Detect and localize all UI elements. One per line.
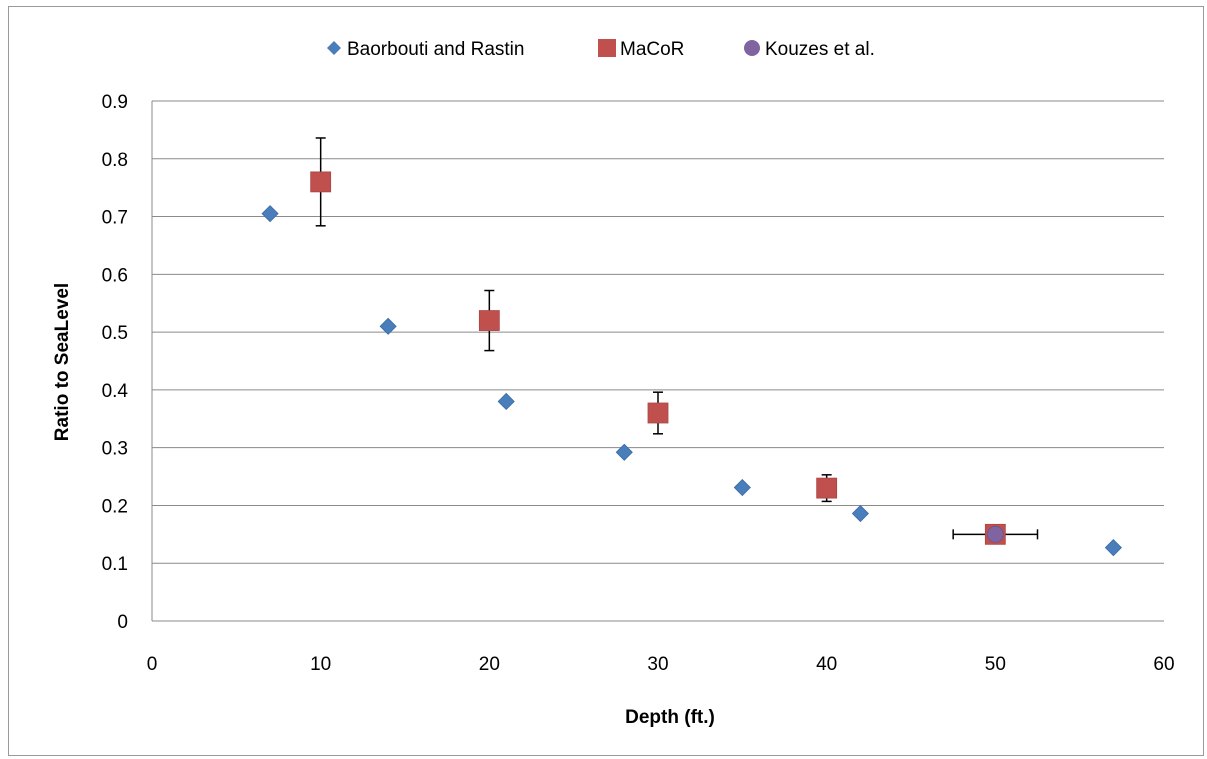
legend-kouzes-et-al-marker (744, 40, 760, 56)
y-tick-labels: 0 0.1 0.2 0.3 0.4 0.5 0.6 0.7 0.8 0.9 (102, 92, 129, 633)
x-tick-label: 40 (816, 654, 837, 675)
baorbouti-and-rastin-point (615, 443, 633, 461)
y-tick-label: 0.1 (102, 554, 128, 575)
macor-point (816, 477, 838, 499)
x-tick-label: 60 (1153, 654, 1174, 675)
error-bars (315, 137, 1039, 540)
legend: Baorbouti and Rastin MaCoR Kouzes et al. (327, 39, 875, 60)
baorbouti-and-rastin-point (851, 504, 869, 523)
macor-point (478, 310, 500, 331)
baorbouti-and-rastin-point (733, 478, 751, 497)
legend-macor-marker (598, 39, 616, 57)
baorbouti-and-rastin-point (1104, 539, 1122, 557)
x-axis-label: Depth (ft.) (625, 707, 715, 728)
x-tick-label: 20 (479, 654, 500, 675)
y-tick-label: 0.3 (102, 439, 128, 460)
x-tick-label: 30 (647, 654, 668, 675)
kouzes-et-al-point (986, 525, 1004, 543)
macor-point (647, 402, 669, 424)
baorbouti-and-rastin-point (497, 392, 515, 411)
y-tick-label: 0.8 (102, 150, 128, 171)
y-tick-label: 0.9 (102, 92, 128, 113)
macor-point (310, 171, 332, 193)
legend-macor-label: MaCoR (620, 39, 684, 60)
legend-kouzes-et-al-label: Kouzes et al. (765, 39, 875, 60)
baorbouti-and-rastin-point (379, 317, 397, 335)
y-tick-label: 0.5 (102, 323, 128, 344)
chart-frame (8, 6, 1204, 756)
data-points (261, 171, 1122, 557)
x-tick-label: 0 (147, 654, 158, 675)
x-tick-label: 50 (985, 654, 1006, 675)
legend-baorbouti-and-rastin-label: Baorbouti and Rastin (347, 39, 524, 60)
y-tick-label: 0.6 (102, 265, 128, 286)
y-tick-label: 0 (117, 612, 128, 633)
y-tick-label: 0.2 (102, 496, 128, 517)
y-axis-label: Ratio to SeaLevel (52, 283, 73, 441)
gridlines (151, 100, 1164, 622)
x-tick-label: 10 (310, 654, 331, 675)
legend-baorbouti-and-rastin-marker (327, 41, 341, 55)
x-tick-labels: 0 10 20 30 40 50 60 (147, 654, 1175, 675)
baorbouti-and-rastin-point (261, 205, 279, 223)
y-tick-label: 0.4 (102, 381, 129, 402)
y-tick-label: 0.7 (102, 208, 128, 229)
